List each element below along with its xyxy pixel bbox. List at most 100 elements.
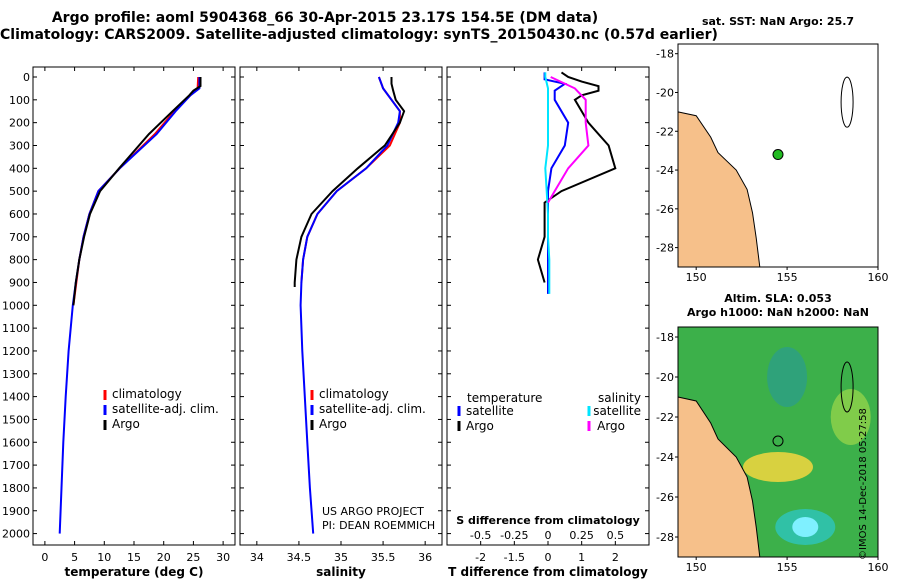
- series-salinity-argo: [293, 77, 406, 287]
- map-frame-sst: [677, 43, 879, 268]
- map-lat-label-sla: -26: [656, 491, 674, 504]
- map-lat-label-sla: -28: [656, 531, 674, 544]
- x-tick-label-temperature: 0: [41, 551, 48, 564]
- x-tick-label-salinity: 35: [334, 551, 348, 564]
- map-lat-label-sla: -24: [656, 451, 674, 464]
- depth-tick-label: 1600: [2, 436, 30, 449]
- map-lat-label-sla: -22: [656, 411, 674, 424]
- depth-tick-label: 400: [9, 162, 30, 175]
- legend-s-argo: Argo: [597, 419, 625, 433]
- legend-temperature-title: temperature: [467, 391, 542, 405]
- depth-tick-label: 0: [23, 71, 30, 84]
- x-tick-label-differences: 0: [545, 551, 552, 564]
- depth-tick-label: 800: [9, 254, 30, 267]
- map-lat-label-sst: -26: [656, 203, 674, 216]
- x-tick-label-salinity: 34: [250, 551, 264, 564]
- series-differences-t-argo: [536, 71, 617, 283]
- argo-float-marker-sst: [772, 149, 784, 161]
- legend-label-salinity: Argo: [319, 417, 347, 431]
- depth-tick-label: 300: [9, 139, 30, 152]
- x-tick-label-differences: 1: [578, 551, 585, 564]
- legend-t-satellite: satellite: [466, 404, 514, 418]
- x-tick-label-temperature: 10: [97, 551, 111, 564]
- series-temperature-satellite-adj-clim-: [58, 77, 201, 534]
- map-lat-label-sst: -22: [656, 125, 674, 138]
- map-reef-contour-sst: [840, 76, 854, 128]
- depth-tick-label: 700: [9, 231, 30, 244]
- panel-frame-salinity: [239, 66, 443, 546]
- title-line-2: Climatology: CARS2009. Satellite-adjuste…: [0, 27, 718, 43]
- x-tick-label-temperature: 5: [71, 551, 78, 564]
- x-tick-label-temperature: 20: [157, 551, 171, 564]
- map-lat-label-sst: -24: [656, 164, 674, 177]
- legend-t-argo: Argo: [466, 419, 494, 433]
- imos-credit: ©IMOS 14-Dec-2018 05:27:58: [858, 408, 869, 560]
- map-lat-label-sla: -18: [656, 331, 674, 344]
- map-reef-contour-sla: [840, 361, 854, 413]
- s-tick-label: -0.5: [470, 529, 491, 542]
- x-axis-label-salinity: salinity: [316, 565, 366, 579]
- series-temperature-climatology: [72, 76, 200, 306]
- series-differences-s-argo: [547, 76, 590, 204]
- sla-anomaly-blob: [830, 389, 871, 445]
- s-tick-label: 0.5: [607, 529, 625, 542]
- map-lat-label-sst: -20: [656, 86, 674, 99]
- depth-tick-label: 500: [9, 185, 30, 198]
- depth-tick-label: 900: [9, 276, 30, 289]
- sla-map-title-2: Argo h1000: NaN h2000: NaN: [687, 306, 869, 319]
- x-tick-label-differences: 2: [612, 551, 619, 564]
- map-lon-label-sla: 155: [777, 561, 798, 574]
- depth-tick-label: 200: [9, 117, 30, 130]
- series-salinity-satellite-adj-clim-: [299, 76, 401, 534]
- legend-label-salinity: climatology: [319, 387, 389, 401]
- series-differences-s-satellite: [544, 72, 551, 294]
- map-lon-label-sst: 155: [777, 271, 798, 284]
- title-line-1: Argo profile: aoml 5904368_66 30-Apr-201…: [51, 10, 599, 26]
- sst-map-title: sat. SST: NaN Argo: 25.7: [702, 15, 854, 28]
- credit-pi: PI: DEAN ROEMMICH: [322, 519, 435, 532]
- x-tick-label-differences: -2: [475, 551, 486, 564]
- depth-tick-label: 1200: [2, 345, 30, 358]
- map-lon-label-sst: 150: [686, 271, 707, 284]
- map-lat-label-sst: -28: [656, 242, 674, 255]
- x-tick-label-temperature: 25: [186, 551, 200, 564]
- x-axis-label-differences: T difference from climatology: [448, 565, 648, 579]
- legend-s-satellite: satellite: [593, 404, 641, 418]
- depth-tick-label: 1000: [2, 299, 30, 312]
- series-temperature-argo: [72, 77, 202, 306]
- depth-tick-label: 1100: [2, 322, 30, 335]
- depth-tick-label: 1500: [2, 413, 30, 426]
- sla-anomaly-blob: [792, 517, 819, 537]
- map-lat-label-sst: -18: [656, 48, 674, 61]
- legend-label-temperature: Argo: [112, 417, 140, 431]
- depth-tick-label: 1700: [2, 459, 30, 472]
- s-tick-label: 0: [545, 529, 552, 542]
- depth-tick-label: 600: [9, 208, 30, 221]
- sla-map-title-1: Altim. SLA: 0.053: [724, 292, 831, 305]
- argo-float-marker-sla: [772, 435, 784, 447]
- map-lon-label-sst: 160: [868, 271, 889, 284]
- depth-tick-label: 100: [9, 94, 30, 107]
- x-axis-label-temperature: temperature (deg C): [65, 565, 204, 579]
- credit-us-argo: US ARGO PROJECT: [322, 505, 424, 518]
- s-tick-label: -0.25: [500, 529, 528, 542]
- x-axis-label-top-differences: S difference from climatology: [456, 514, 640, 527]
- depth-tick-label: 1300: [2, 368, 30, 381]
- map-lon-label-sla: 150: [686, 561, 707, 574]
- map-frame-sla: [677, 326, 879, 558]
- x-tick-label-temperature: 15: [127, 551, 141, 564]
- depth-tick-label: 1900: [2, 505, 30, 518]
- legend-label-salinity: satellite-adj. clim.: [319, 402, 426, 416]
- x-tick-label-differences: -1.5: [504, 551, 525, 564]
- series-differences-t-satellite: [543, 72, 570, 294]
- x-tick-label-salinity: 36: [418, 551, 432, 564]
- map-lat-label-sla: -20: [656, 371, 674, 384]
- x-tick-label-salinity: 35.5: [371, 551, 396, 564]
- legend-salinity-title: salinity: [598, 391, 641, 405]
- x-tick-label-salinity: 34.5: [287, 551, 312, 564]
- sla-anomaly-blob: [767, 347, 808, 407]
- x-tick-label-temperature: 30: [216, 551, 230, 564]
- depth-tick-label: 2000: [2, 528, 30, 541]
- sla-anomaly-blob: [743, 452, 813, 482]
